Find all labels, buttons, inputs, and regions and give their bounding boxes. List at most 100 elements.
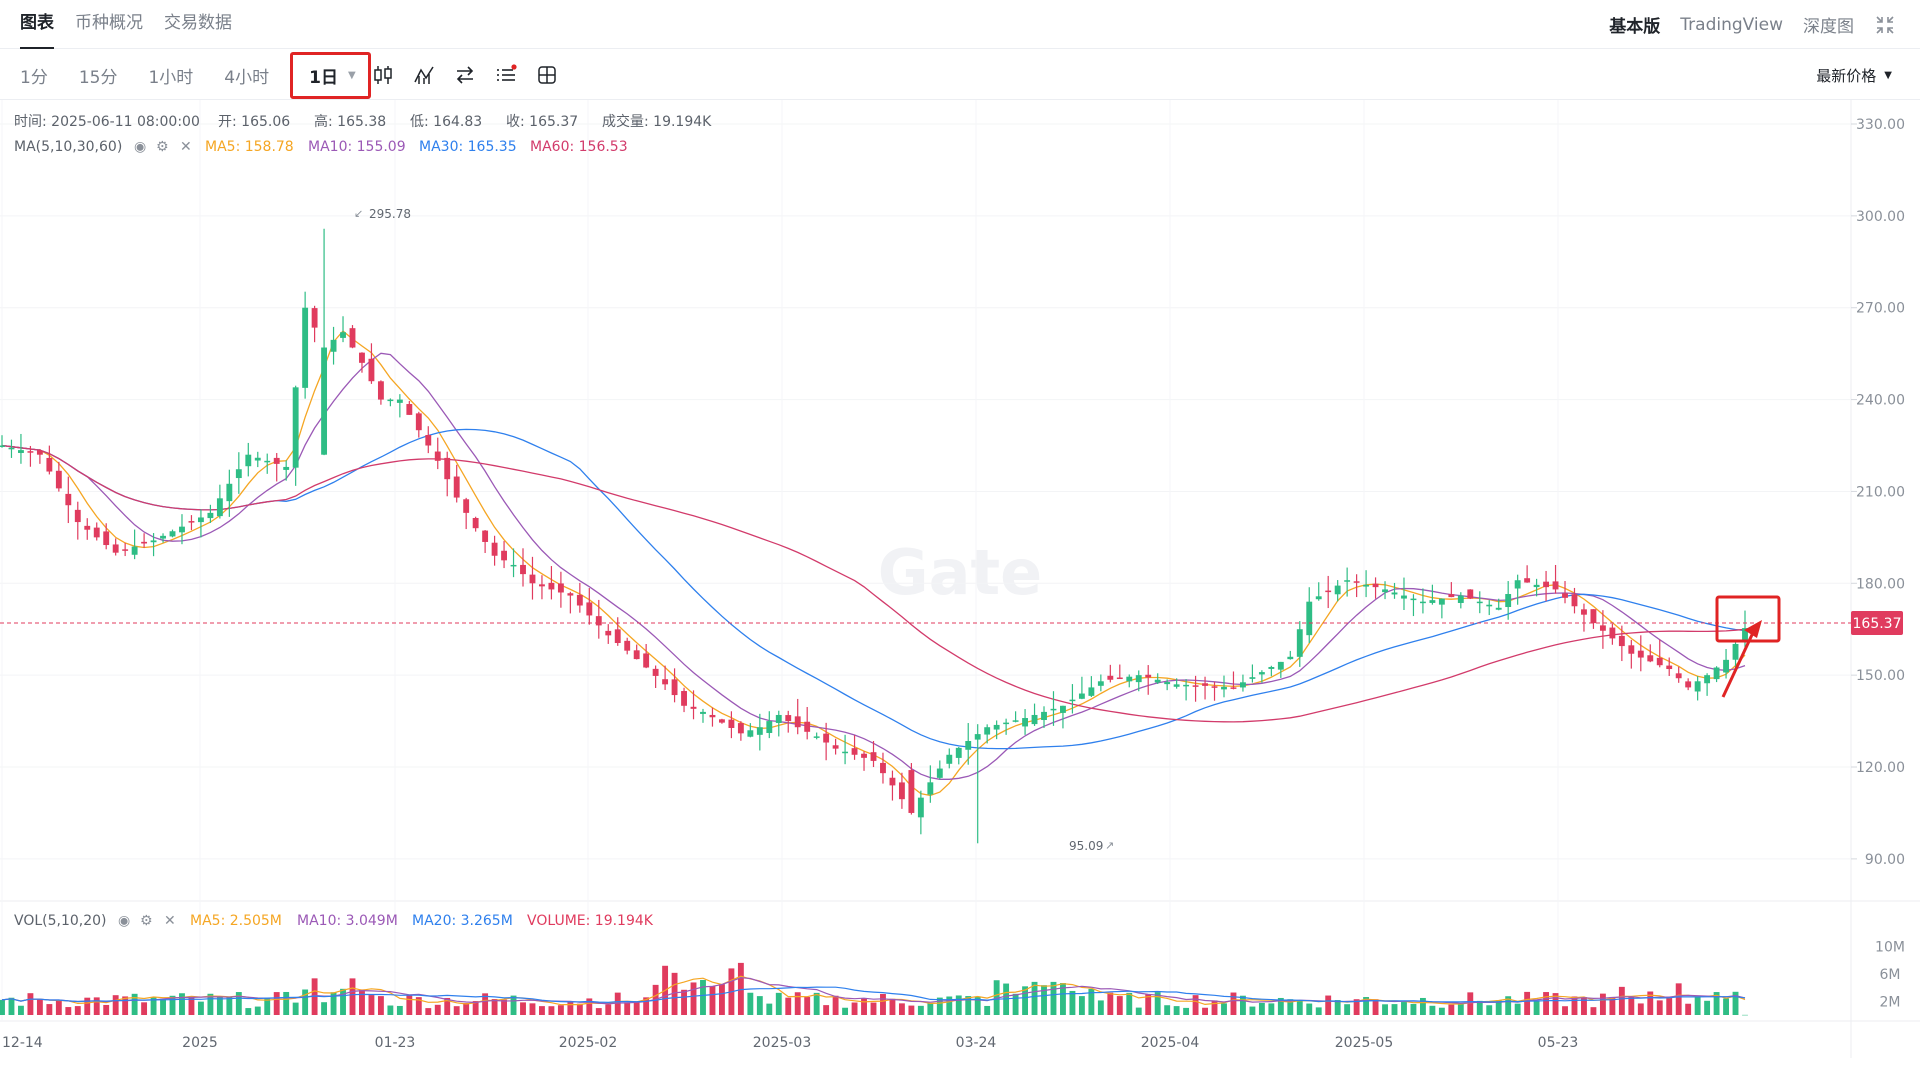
- volume-bar: [1116, 996, 1123, 1015]
- volume-bar: [65, 1007, 72, 1015]
- view-basic[interactable]: 基本版: [1609, 17, 1661, 37]
- candle-body: [898, 782, 905, 800]
- volume-bar: [292, 1002, 299, 1015]
- candle-body: [245, 454, 252, 467]
- candle-body: [501, 550, 507, 561]
- volume-bar: [681, 989, 687, 1015]
- interval-1m[interactable]: 1分: [20, 67, 48, 88]
- tab-trading-data[interactable]: 交易数据: [164, 13, 232, 33]
- volume-bar: [633, 1001, 640, 1015]
- volume-bar: [207, 993, 214, 1015]
- candle-body: [1656, 657, 1663, 666]
- volume-bar: [1495, 1000, 1502, 1015]
- chart-canvas[interactable]: Gate 165.37 ↙ 295.78 95.09 ↗ 时间: 2025-06…: [0, 100, 1920, 1080]
- volume-bar: [1647, 991, 1654, 1015]
- candle-body: [1164, 682, 1171, 685]
- volume-bar: [785, 997, 792, 1015]
- volume-bar: [103, 1004, 110, 1015]
- candle-body: [1732, 643, 1739, 660]
- candle-body: [633, 650, 640, 660]
- settings-list-icon[interactable]: [495, 64, 517, 86]
- volume-bar: [1382, 1004, 1388, 1015]
- volume-bar: [737, 962, 744, 1015]
- volume-bar: [804, 997, 811, 1015]
- candle-body: [1240, 682, 1246, 688]
- settings-icon[interactable]: ⚙: [156, 139, 169, 155]
- price-type-dropdown[interactable]: 最新价格 ▼: [1816, 50, 1892, 100]
- layout-icon[interactable]: [536, 64, 558, 86]
- candle-body: [586, 602, 593, 616]
- interval-1d-dropdown[interactable]: 1日 ▼: [290, 51, 371, 99]
- candle-body: [1505, 594, 1512, 608]
- view-tradingview[interactable]: TradingView: [1680, 14, 1783, 35]
- volume-bar: [179, 993, 185, 1015]
- close-icon[interactable]: ✕: [180, 139, 192, 155]
- volume-bar: [141, 1002, 148, 1015]
- ma10-legend: MA10: 155.09: [308, 139, 406, 155]
- candle-body: [197, 517, 204, 523]
- compare-icon[interactable]: [454, 64, 476, 86]
- volume-bar: [898, 1003, 905, 1015]
- volume-bar: [586, 998, 593, 1015]
- volume-bar: [18, 1005, 24, 1015]
- interval-15m[interactable]: 15分: [78, 67, 118, 88]
- candle-body: [1429, 600, 1436, 603]
- candle-body: [1590, 609, 1597, 624]
- candle-type-icon[interactable]: [372, 64, 394, 86]
- candle-body: [1609, 627, 1616, 639]
- volume-bar: [197, 1001, 204, 1015]
- candle-body: [1562, 593, 1568, 598]
- candle-body: [1249, 677, 1256, 679]
- candle-body: [861, 753, 867, 758]
- candle-body: [917, 797, 924, 818]
- candle-body: [179, 526, 185, 533]
- volume-bar: [491, 999, 498, 1015]
- volume-bar: [813, 992, 820, 1015]
- indicator-icon[interactable]: [413, 64, 435, 86]
- candle-body: [1192, 685, 1199, 687]
- candle-body: [36, 450, 43, 455]
- volume-bar: [1505, 996, 1512, 1015]
- volume-bar: [74, 1006, 81, 1015]
- candle-body: [1296, 629, 1303, 657]
- view-depth[interactable]: 深度图: [1803, 17, 1854, 37]
- volume-tick-label: 10M: [1875, 940, 1905, 956]
- candle-body: [453, 476, 460, 498]
- candle-body: [1258, 672, 1265, 675]
- volume-bar: [1524, 991, 1531, 1015]
- candle-body: [1306, 601, 1313, 636]
- candle-body: [150, 540, 157, 543]
- candle-body: [349, 328, 356, 348]
- interval-4h[interactable]: 4小时: [224, 67, 270, 88]
- candle-body: [1372, 583, 1379, 588]
- volume-bar: [36, 999, 43, 1015]
- volume-bar: [861, 998, 867, 1015]
- volume-bar: [557, 1005, 564, 1015]
- settings-icon[interactable]: ⚙: [140, 913, 153, 929]
- candle-body: [1050, 708, 1057, 711]
- candle-body: [84, 525, 91, 530]
- candle-body: [112, 544, 119, 553]
- candle-body: [605, 630, 612, 636]
- candle-body: [1221, 686, 1227, 690]
- volume-bar: [539, 1006, 545, 1015]
- volume-bar: [576, 1003, 583, 1015]
- tab-coin-overview[interactable]: 币种概况: [75, 13, 143, 33]
- candle-body: [737, 723, 744, 734]
- ma5-legend: MA5: 158.78: [205, 139, 294, 155]
- volume-bar: [1012, 993, 1019, 1015]
- close-icon[interactable]: ✕: [164, 913, 176, 929]
- candle-body: [311, 308, 318, 328]
- volume-bar: [567, 1001, 574, 1015]
- eye-icon[interactable]: ◉: [118, 913, 130, 929]
- volume-bar: [1069, 990, 1076, 1015]
- candle-body: [1571, 594, 1578, 607]
- tab-chart[interactable]: 图表: [20, 0, 54, 49]
- fullscreen-icon[interactable]: [1874, 14, 1896, 36]
- volume-bar: [387, 1005, 394, 1015]
- eye-icon[interactable]: ◉: [134, 139, 146, 155]
- candle-body: [1041, 711, 1047, 721]
- interval-1h[interactable]: 1小时: [148, 67, 194, 88]
- volume-bar: [889, 998, 896, 1015]
- volume-bar: [718, 984, 725, 1015]
